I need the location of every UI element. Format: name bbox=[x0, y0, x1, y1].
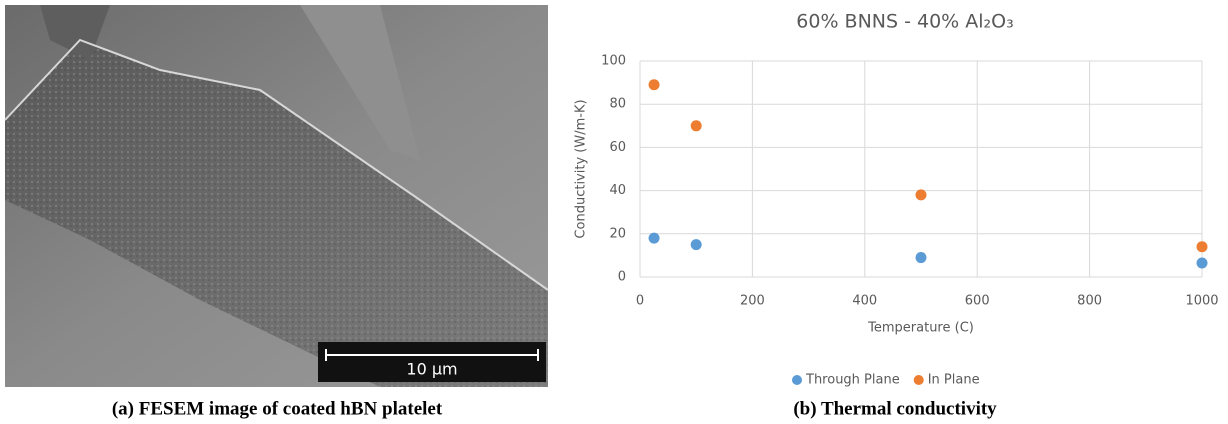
point bbox=[1197, 257, 1208, 268]
point bbox=[1197, 241, 1208, 252]
legend-marker bbox=[914, 375, 924, 385]
sem-image: 10 µm bbox=[5, 5, 548, 387]
x-tick-label: 400 bbox=[852, 294, 877, 309]
point bbox=[916, 252, 927, 263]
point bbox=[649, 79, 660, 90]
caption: (a) FESEM image of coated hBN platelet bbox=[112, 398, 443, 419]
y-tick-label: 0 bbox=[618, 270, 626, 285]
figure: 10 µm (a) FESEM image of coated hBN plat… bbox=[0, 0, 1228, 424]
legend-label: Through Plane bbox=[805, 373, 900, 388]
x-tick-label: 800 bbox=[1077, 294, 1102, 309]
point bbox=[691, 120, 702, 131]
y-tick-label: 100 bbox=[601, 54, 626, 69]
y-axis-label: Conductivity (W/m-K) bbox=[574, 99, 589, 238]
y-tick-label: 60 bbox=[609, 140, 626, 155]
x-tick-label: 0 bbox=[636, 294, 644, 309]
point bbox=[916, 189, 927, 200]
point bbox=[691, 239, 702, 250]
point bbox=[649, 233, 660, 244]
y-tick-label: 80 bbox=[609, 97, 626, 112]
legend-marker bbox=[792, 375, 802, 385]
x-tick-label: 200 bbox=[740, 294, 765, 309]
x-axis-label: Temperature (C) bbox=[867, 321, 974, 336]
caption: (b) Thermal conductivity bbox=[793, 398, 997, 419]
y-tick-label: 40 bbox=[609, 183, 626, 198]
scale-bar-label: 10 µm bbox=[406, 360, 457, 379]
legend-label: In Plane bbox=[928, 373, 980, 388]
chart-title: 60% BNNS - 40% Al₂O₃ bbox=[796, 11, 1013, 33]
x-tick-label: 600 bbox=[965, 294, 990, 309]
x-tick-label: 1000 bbox=[1185, 294, 1218, 309]
y-tick-label: 20 bbox=[609, 226, 626, 241]
